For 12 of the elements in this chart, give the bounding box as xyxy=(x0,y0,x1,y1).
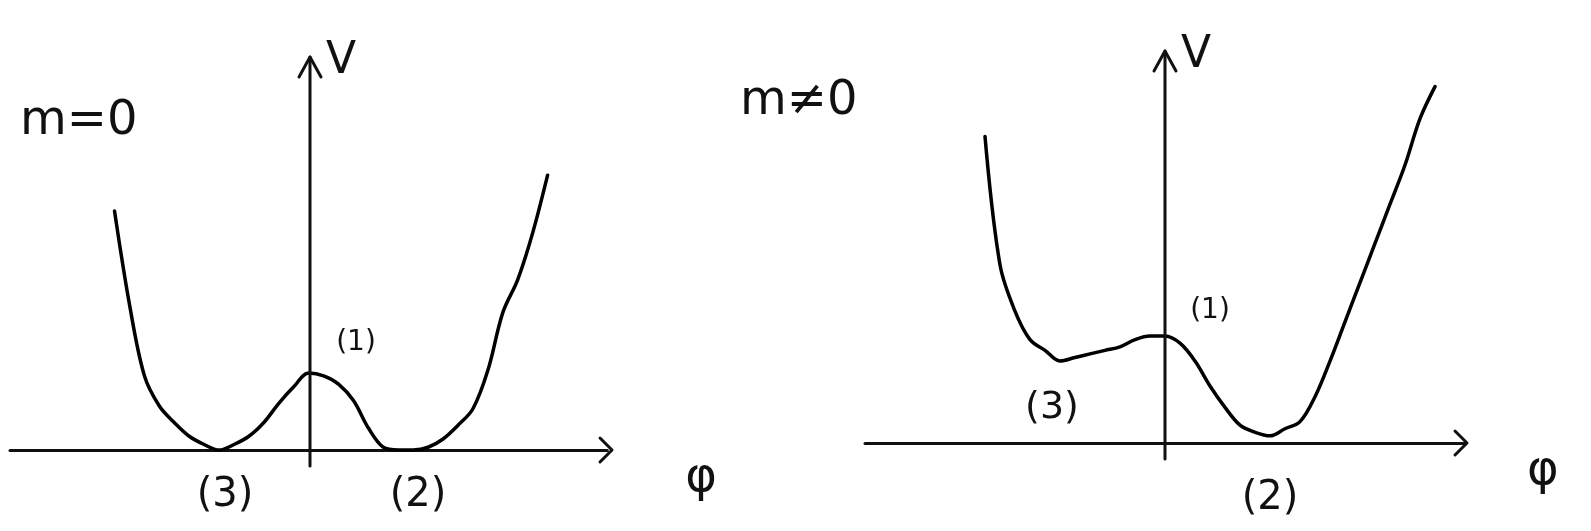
x-axis-title: φ xyxy=(1527,439,1559,495)
annotation: (1) xyxy=(1190,291,1230,325)
text: (2) xyxy=(389,469,447,515)
text: (2) xyxy=(1241,472,1299,518)
y-axis-title: V xyxy=(326,31,357,83)
chart-title: m≠0 xyxy=(740,69,858,125)
annotation: (1) xyxy=(336,323,376,357)
x-axis-title: φ xyxy=(685,446,718,502)
annotation: (3) xyxy=(1025,383,1079,427)
text: (3) xyxy=(196,469,254,515)
y-axis-title: V xyxy=(1181,25,1212,77)
chart-title: m=0 xyxy=(20,89,138,145)
